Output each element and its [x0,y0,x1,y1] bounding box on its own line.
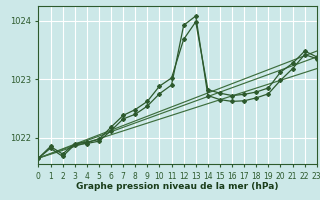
X-axis label: Graphe pression niveau de la mer (hPa): Graphe pression niveau de la mer (hPa) [76,182,279,191]
